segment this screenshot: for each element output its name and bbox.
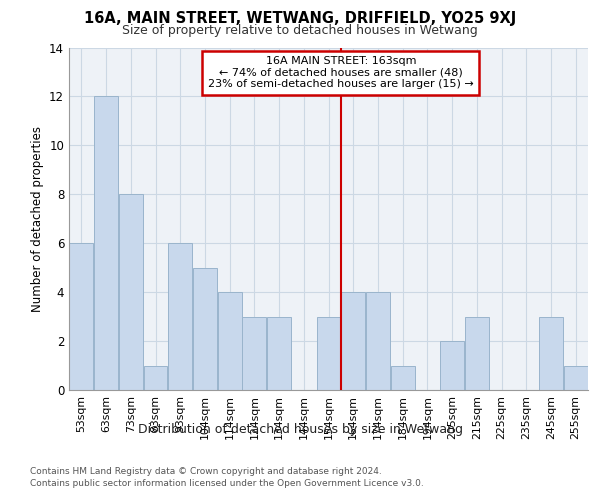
Bar: [341, 292, 365, 390]
Bar: [440, 341, 464, 390]
Text: Contains public sector information licensed under the Open Government Licence v3: Contains public sector information licen…: [30, 479, 424, 488]
Text: 16A, MAIN STREET, WETWANG, DRIFFIELD, YO25 9XJ: 16A, MAIN STREET, WETWANG, DRIFFIELD, YO…: [84, 11, 516, 26]
Bar: [218, 292, 242, 390]
Text: Size of property relative to detached houses in Wetwang: Size of property relative to detached ho…: [122, 24, 478, 37]
Text: Contains HM Land Registry data © Crown copyright and database right 2024.: Contains HM Land Registry data © Crown c…: [30, 468, 382, 476]
Y-axis label: Number of detached properties: Number of detached properties: [31, 126, 44, 312]
Bar: [267, 316, 291, 390]
Bar: [70, 243, 94, 390]
Bar: [539, 316, 563, 390]
Bar: [317, 316, 340, 390]
Bar: [242, 316, 266, 390]
Bar: [168, 243, 192, 390]
Bar: [366, 292, 390, 390]
Bar: [563, 366, 587, 390]
Bar: [193, 268, 217, 390]
Bar: [143, 366, 167, 390]
Bar: [119, 194, 143, 390]
Bar: [94, 96, 118, 390]
Text: Distribution of detached houses by size in Wetwang: Distribution of detached houses by size …: [137, 422, 463, 436]
Bar: [391, 366, 415, 390]
Text: 16A MAIN STREET: 163sqm
← 74% of detached houses are smaller (48)
23% of semi-de: 16A MAIN STREET: 163sqm ← 74% of detache…: [208, 56, 474, 90]
Bar: [465, 316, 489, 390]
